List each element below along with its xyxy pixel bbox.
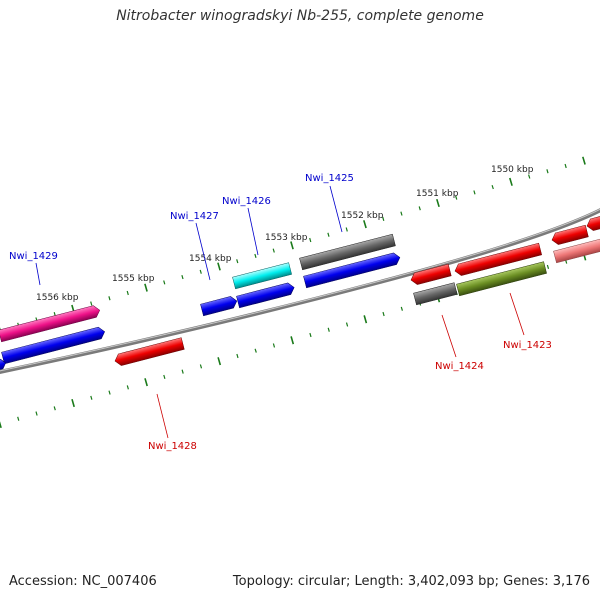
minor-tick [254, 253, 257, 258]
major-tick [217, 357, 222, 366]
minor-tick [400, 211, 403, 216]
minor-tick [108, 296, 111, 301]
minor-tick [199, 364, 203, 369]
gene-arrow-nwi-1429-magenta[interactable] [0, 304, 101, 343]
genome-backbone-highlight [0, 208, 600, 372]
gene-arrow-nwi-1425-gray[interactable] [299, 233, 396, 271]
map-title: Nitrobacter winogradskyi Nb-255, complet… [116, 8, 484, 24]
leader-nwi-1426 [247, 207, 259, 256]
gene-label-nwi-1427[interactable]: Nwi_1427 [170, 211, 219, 222]
minor-tick [181, 369, 184, 374]
gene-arrow-nwi-1426-cyan[interactable] [232, 262, 292, 290]
major-tick [217, 262, 221, 271]
minor-tick [564, 163, 567, 169]
outer-tick-ring [0, 156, 586, 335]
minor-tick [400, 306, 403, 311]
minor-tick [327, 327, 330, 332]
minor-tick [473, 190, 476, 195]
minor-tick [126, 385, 129, 390]
gene-arrow-nwi-1428[interactable] [113, 337, 185, 367]
gene-arrow-edge-right-red-1[interactable] [550, 224, 589, 246]
scale-label-1554: 1554 kbp [189, 254, 232, 264]
minor-tick [327, 232, 330, 237]
minor-tick [236, 353, 239, 359]
major-tick [509, 177, 513, 186]
gene-arrow-nwi-1427[interactable] [200, 295, 238, 317]
scale-label-1551: 1551 kbp [416, 189, 459, 199]
minor-tick [382, 311, 385, 317]
minor-tick [345, 322, 349, 327]
minor-tick [455, 195, 458, 200]
minor-tick [528, 174, 531, 179]
minor-tick [491, 185, 494, 190]
major-tick [436, 198, 440, 208]
scale-label-1555: 1555 kbp [112, 274, 155, 284]
major-tick [582, 156, 586, 165]
leader-nwi-1428 [156, 393, 169, 439]
major-tick [290, 336, 295, 345]
gene-label-nwi-1425[interactable]: Nwi_1425 [305, 173, 354, 184]
minor-tick [382, 216, 385, 221]
minor-tick [309, 332, 312, 338]
scale-label-1550: 1550 kbp [491, 165, 534, 175]
gene-arrow-nwi-1425-blue[interactable] [303, 252, 401, 289]
minor-tick [17, 416, 20, 421]
minor-tick [254, 348, 257, 353]
gene-label-nwi-1423[interactable]: Nwi_1423 [503, 340, 552, 351]
minor-tick [236, 259, 239, 264]
leader-nwi-1424 [441, 314, 457, 358]
inner-tick-ring [0, 252, 587, 429]
minor-tick [546, 264, 550, 269]
minor-tick [90, 395, 93, 400]
minor-tick [35, 411, 38, 416]
minor-tick [418, 206, 421, 211]
leader-nwi-1423 [509, 292, 525, 336]
gene-arrow-nwi-1426-blue[interactable] [236, 282, 295, 309]
minor-tick [272, 343, 276, 348]
minor-tick [90, 301, 93, 306]
leader-nwi-1429 [35, 262, 41, 286]
minor-tick [546, 169, 549, 174]
minor-tick [181, 275, 184, 280]
gene-label-nwi-1429[interactable]: Nwi_1429 [9, 251, 58, 262]
major-tick [0, 421, 2, 429]
gene-arrow-edge-left[interactable] [0, 358, 7, 372]
minor-tick [199, 269, 202, 274]
gene-arrow-nwi-1423-olive[interactable] [456, 261, 547, 297]
genome-backbone [0, 208, 600, 374]
gene-arrow-nwi-1423-red[interactable] [453, 242, 543, 277]
gene-arrow-edge-right-pink[interactable] [553, 238, 600, 264]
gene-label-nwi-1424[interactable]: Nwi_1424 [435, 361, 484, 372]
gene-arrow-edge-right-red-2[interactable] [585, 212, 600, 232]
major-tick [144, 283, 148, 292]
major-tick [71, 398, 75, 408]
minor-tick [53, 406, 56, 411]
minor-tick [345, 227, 348, 232]
gene-arrow-nwi-1424-red[interactable] [409, 263, 452, 286]
genome-summary-text: Topology: circular; Length: 3,402,093 bp… [232, 574, 590, 589]
minor-tick [126, 290, 129, 296]
scale-label-1553: 1553 kbp [265, 233, 308, 243]
minor-tick [163, 280, 166, 285]
gene-label-nwi-1426[interactable]: Nwi_1426 [222, 196, 271, 207]
leader-nwi-1425 [329, 185, 343, 233]
major-tick [290, 241, 294, 250]
major-tick [363, 220, 367, 229]
minor-tick [163, 374, 166, 379]
major-tick [144, 378, 148, 387]
minor-tick [108, 390, 111, 395]
minor-tick [272, 248, 275, 253]
accession-text: Accession: NC_007406 [9, 574, 157, 589]
scale-label-1556: 1556 kbp [36, 293, 79, 303]
gene-arrow-nwi-1424-gray[interactable] [413, 282, 458, 306]
scale-label-1552: 1552 kbp [341, 211, 384, 221]
minor-tick [309, 237, 312, 243]
major-tick [363, 315, 368, 324]
gene-label-nwi-1428[interactable]: Nwi_1428 [148, 441, 197, 452]
leader-nwi-1427 [195, 222, 211, 281]
